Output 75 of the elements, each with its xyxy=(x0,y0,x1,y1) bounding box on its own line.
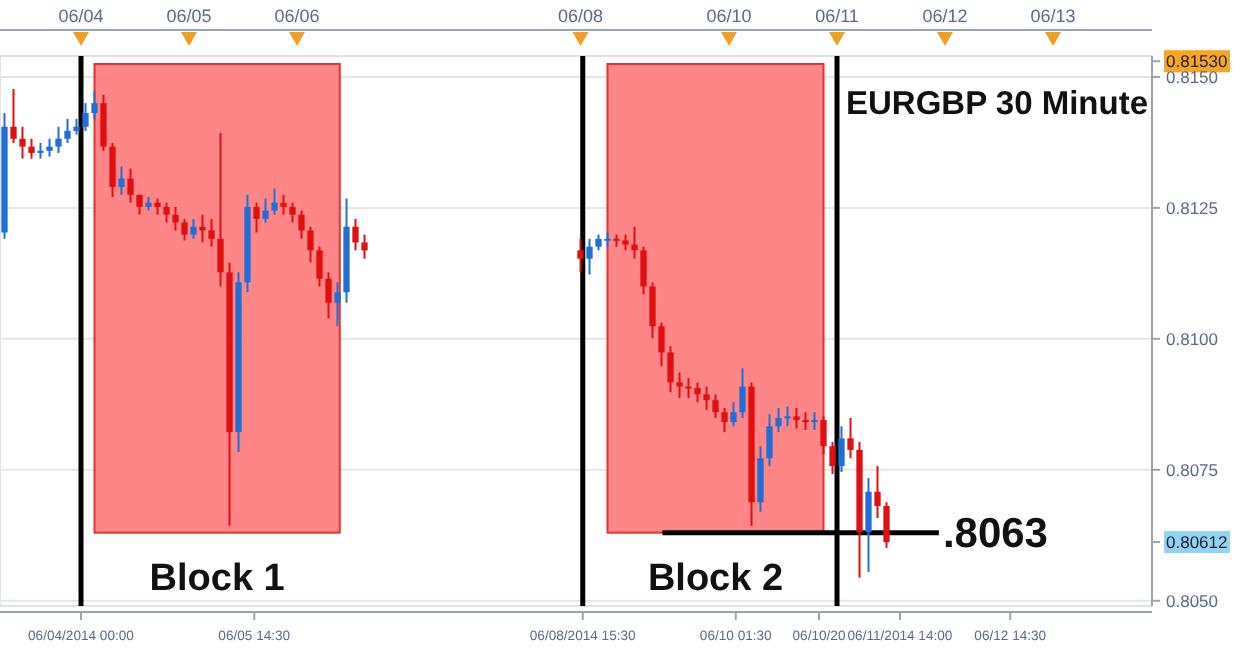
candlestick xyxy=(820,415,827,456)
candlestick xyxy=(64,117,71,144)
x2-tick-label: 06/13 xyxy=(1030,6,1076,26)
candlestick xyxy=(766,413,773,468)
candlestick xyxy=(253,201,260,234)
candlestick xyxy=(838,425,845,473)
candlestick xyxy=(127,167,134,204)
candlestick xyxy=(100,93,107,152)
candlestick xyxy=(298,209,305,240)
candlestick xyxy=(775,407,782,434)
candlestick xyxy=(721,407,728,434)
x2-tick-label: 06/10 xyxy=(706,6,752,26)
candlestick xyxy=(325,271,332,320)
candlestick xyxy=(847,416,854,460)
candlestick xyxy=(577,237,584,274)
candlestick xyxy=(37,141,44,160)
candlestick xyxy=(307,225,314,264)
candlestick xyxy=(784,405,791,428)
candlestick xyxy=(352,217,359,252)
band-label: Block 2 xyxy=(647,558,784,600)
candlestick xyxy=(757,445,764,513)
candlestick xyxy=(199,213,206,244)
candlestick xyxy=(334,281,341,328)
candlestick xyxy=(217,132,224,288)
candlestick xyxy=(118,165,125,196)
candlestick xyxy=(271,187,278,216)
x2-tick-label: 06/12 xyxy=(922,6,968,26)
y-tick-label: 0.81530 xyxy=(1166,51,1228,72)
candlestick xyxy=(262,197,269,224)
candlestick xyxy=(712,393,719,419)
x2-tick-label: 06/08 xyxy=(557,6,604,26)
candlestick xyxy=(289,201,296,224)
candlestick xyxy=(10,88,17,144)
x2-tick-label: 06/11 xyxy=(815,6,859,26)
candlestick xyxy=(658,321,665,368)
candlestick xyxy=(190,217,197,240)
x2-tick-label: 06/04 xyxy=(58,6,104,26)
candlestick xyxy=(865,477,872,573)
candlestick xyxy=(181,217,188,242)
candlestick xyxy=(739,367,746,419)
candlestick xyxy=(649,281,656,340)
candlestick xyxy=(793,407,800,430)
candlestick xyxy=(667,345,674,394)
candlestick xyxy=(19,125,26,160)
candlestick xyxy=(730,401,737,428)
y-tick-label: 0.80612 xyxy=(1166,532,1228,553)
candlestick xyxy=(631,225,638,260)
candlestick xyxy=(163,201,170,224)
y-tick-label: 0.8150 xyxy=(1166,66,1219,87)
ref-line-label: .8063 xyxy=(942,510,1049,557)
candlestick xyxy=(55,125,62,154)
candlestick xyxy=(586,237,593,276)
candlestick xyxy=(109,141,116,198)
candlestick xyxy=(172,205,179,232)
candlestick xyxy=(82,102,89,132)
candlestick xyxy=(28,137,35,160)
candlestick xyxy=(280,193,287,216)
y-tick-label: 0.8125 xyxy=(1166,197,1219,218)
candlestick xyxy=(676,371,683,400)
y-tick-label: 0.8050 xyxy=(1166,590,1219,611)
candlestick xyxy=(703,385,710,412)
candlestick xyxy=(316,245,323,288)
candlestick xyxy=(874,465,881,519)
candlestick xyxy=(883,501,890,549)
candlestick xyxy=(208,217,215,248)
y-tick-label: 0.8100 xyxy=(1166,328,1219,349)
band-label: Block 1 xyxy=(149,558,286,600)
candlestick xyxy=(361,233,368,260)
candlestick xyxy=(829,441,836,475)
y-tick-label: 0.8075 xyxy=(1166,459,1219,480)
candlestick xyxy=(91,90,98,120)
text: EURGBP 30 Minute xyxy=(846,86,1148,122)
candlestick xyxy=(640,245,647,296)
x2-tick-label: 06/06 xyxy=(274,6,320,26)
x2-tick-label: 06/05 xyxy=(166,6,212,26)
